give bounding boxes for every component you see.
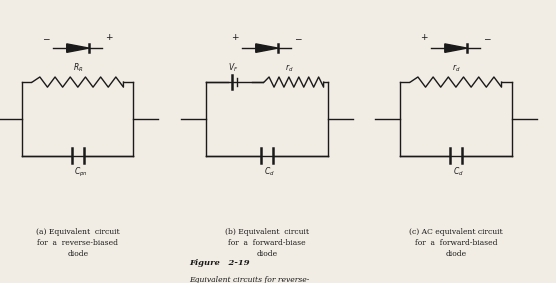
- Text: $-$: $-$: [294, 33, 302, 42]
- Polygon shape: [67, 44, 89, 52]
- Text: (b) Equivalent  circuit
for  a  forward-biase
diode: (b) Equivalent circuit for a forward-bia…: [225, 228, 309, 258]
- Bar: [32, 76, 123, 89]
- Text: $+$: $+$: [420, 33, 429, 42]
- Text: $C_d$: $C_d$: [264, 166, 275, 178]
- Text: $R_R$: $R_R$: [73, 62, 83, 74]
- Text: (c) AC equivalent circuit
for  a  forward-biased
diode: (c) AC equivalent circuit for a forward-…: [409, 228, 503, 258]
- Text: $+$: $+$: [231, 33, 240, 42]
- Bar: [264, 76, 324, 89]
- Polygon shape: [445, 44, 467, 52]
- Text: (a) Equivalent  circuit
for  a  reverse-biased
diode: (a) Equivalent circuit for a reverse-bia…: [36, 228, 120, 258]
- Text: $-$: $-$: [42, 33, 51, 42]
- Polygon shape: [256, 44, 278, 52]
- Text: $-$: $-$: [483, 33, 492, 42]
- Text: $+$: $+$: [105, 33, 113, 42]
- Text: Figure   2-19: Figure 2-19: [189, 259, 250, 267]
- Text: $r_d$: $r_d$: [451, 63, 460, 74]
- Text: $V_F$: $V_F$: [228, 62, 239, 74]
- Text: $C_d$: $C_d$: [453, 166, 464, 178]
- Text: Equivalent circuits for reverse-: Equivalent circuits for reverse-: [189, 276, 310, 283]
- Bar: [410, 76, 502, 89]
- Text: $r_d$: $r_d$: [285, 63, 294, 74]
- Text: $C_{pn}$: $C_{pn}$: [74, 166, 87, 179]
